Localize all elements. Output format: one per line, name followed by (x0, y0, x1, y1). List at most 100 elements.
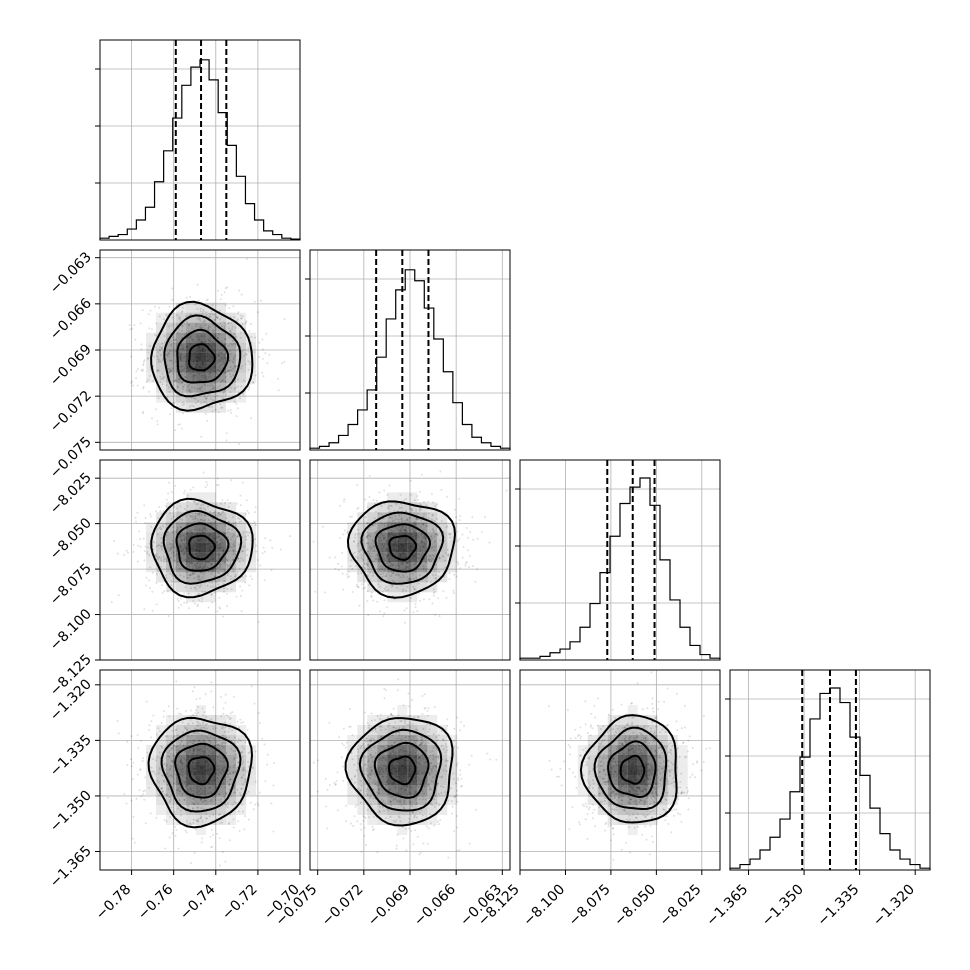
density-block (206, 532, 217, 543)
scatter-point (240, 595, 242, 598)
scatter-point (141, 370, 144, 373)
scatter-point (123, 553, 126, 556)
scatter-point (236, 571, 239, 574)
scatter-point (232, 545, 235, 548)
scatter-point (409, 479, 412, 482)
scatter-point (263, 550, 266, 553)
scatter-point (185, 571, 188, 574)
scatter-point (158, 315, 161, 318)
scatter-point (465, 527, 468, 529)
scatter-point (230, 331, 233, 334)
scatter-point (451, 805, 454, 808)
scatter-point (228, 336, 231, 339)
scatter-point (458, 538, 461, 541)
scatter-point (212, 569, 215, 572)
scatter-point (321, 525, 324, 528)
scatter-point (356, 585, 358, 588)
scatter-point (216, 484, 219, 486)
scatter-point (137, 544, 140, 547)
scatter-point (117, 594, 120, 597)
scatter-point (197, 400, 199, 403)
scatter-point (165, 576, 168, 579)
scatter-point (244, 513, 247, 516)
scatter-point (179, 423, 182, 426)
scatter-point (229, 578, 232, 580)
scatter-point (223, 569, 226, 572)
scatter-point (459, 773, 462, 776)
scatter-point (180, 427, 183, 430)
scatter-point (231, 567, 234, 570)
scatter-point (159, 375, 162, 378)
scatter-point (449, 536, 452, 539)
panel-3-1: −0.075−0.072−0.069−0.066−0.063 (273, 669, 511, 929)
scatter-point (229, 562, 232, 565)
scatter-point (241, 550, 244, 553)
scatter-point (349, 822, 352, 825)
scatter-point (246, 548, 249, 551)
density-block (196, 392, 207, 403)
scatter-point (264, 780, 267, 783)
scatter-point (383, 612, 386, 615)
scatter-point (241, 364, 244, 367)
scatter-point (234, 342, 236, 345)
scatter-point (234, 576, 237, 578)
scatter-point (185, 563, 188, 566)
scatter-point (272, 762, 275, 764)
scatter-point (257, 621, 260, 624)
scatter-point (191, 690, 194, 693)
scatter-point (452, 589, 455, 592)
density-block (196, 542, 207, 553)
scatter-point (188, 562, 191, 565)
scatter-point (212, 387, 214, 390)
scatter-point (225, 592, 228, 595)
scatter-point (189, 295, 191, 298)
scatter-point (351, 568, 354, 570)
scatter-point (334, 556, 337, 559)
scatter-point (221, 406, 224, 409)
density-block (206, 372, 217, 383)
scatter-point (144, 517, 147, 519)
scatter-point (225, 559, 228, 562)
scatter-point (151, 328, 153, 331)
scatter-point (236, 535, 239, 538)
density-block (206, 362, 217, 373)
scatter-point (456, 849, 459, 852)
scatter-point (130, 758, 132, 761)
scatter-point (212, 511, 215, 514)
scatter-point (227, 536, 229, 539)
scatter-point (476, 568, 479, 571)
scatter-point (173, 554, 176, 557)
scatter-point (145, 380, 148, 383)
density-block (146, 552, 157, 563)
scatter-point (133, 841, 136, 844)
scatter-point (204, 508, 207, 511)
scatter-point (260, 299, 262, 302)
scatter-point (181, 310, 184, 313)
scatter-point (204, 323, 207, 326)
scatter-point (439, 818, 442, 821)
scatter-point (170, 340, 173, 343)
scatter-point (176, 526, 179, 529)
scatter-point (208, 405, 211, 408)
scatter-point (447, 532, 450, 535)
scatter-point (159, 346, 162, 349)
scatter-point (341, 742, 344, 745)
density-block (216, 502, 227, 513)
scatter-point (250, 685, 253, 688)
scatter-point (433, 540, 436, 542)
scatter-point (401, 590, 404, 593)
scatter-point (165, 384, 168, 386)
scatter-point (191, 386, 193, 389)
scatter-point (212, 386, 215, 388)
scatter-point (200, 518, 203, 521)
density-block (166, 362, 177, 373)
scatter-point (489, 758, 491, 761)
scatter-point (201, 590, 204, 593)
scatter-point (200, 507, 203, 510)
scatter-point (184, 507, 186, 510)
scatter-point (206, 396, 208, 399)
scatter-point (172, 350, 175, 353)
scatter-point (347, 576, 349, 579)
density-block (196, 492, 207, 503)
scatter-point (412, 577, 415, 580)
